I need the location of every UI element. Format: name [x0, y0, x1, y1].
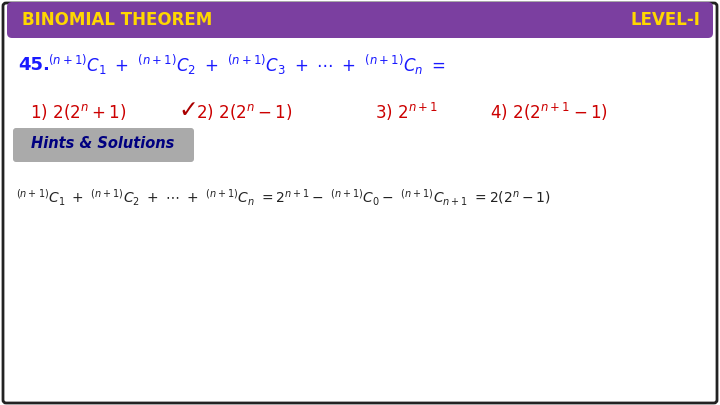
Text: $^{(n+1)}C_1\ +\ ^{(n+1)}C_2\ +\ ^{(n+1)}C_3\ +\ \cdots\ +\ ^{(n+1)}C_n\ =$: $^{(n+1)}C_1\ +\ ^{(n+1)}C_2\ +\ ^{(n+1)… [48, 53, 446, 77]
Text: $2)\ 2(2^n-1)$: $2)\ 2(2^n-1)$ [196, 102, 292, 122]
Text: 45.: 45. [18, 56, 50, 74]
FancyBboxPatch shape [3, 3, 717, 403]
Text: LEVEL-I: LEVEL-I [630, 11, 700, 29]
FancyBboxPatch shape [7, 2, 713, 38]
Text: $3)\ 2^{n+1}$: $3)\ 2^{n+1}$ [375, 101, 438, 123]
Text: $1)\ 2(2^n+1)$: $1)\ 2(2^n+1)$ [30, 102, 126, 122]
Text: ✓: ✓ [178, 98, 198, 122]
Text: $4)\ 2(2^{n+1}-1)$: $4)\ 2(2^{n+1}-1)$ [490, 101, 608, 123]
FancyBboxPatch shape [13, 128, 194, 162]
Text: Hints & Solutions: Hints & Solutions [31, 136, 175, 151]
Text: $^{(n+1)}C_1\ +\ ^{(n+1)}C_2\ +\ \cdots\ +\ ^{(n+1)}C_n\ =2^{n+1}-\ ^{(n+1)}C_0-: $^{(n+1)}C_1\ +\ ^{(n+1)}C_2\ +\ \cdots\… [16, 188, 551, 208]
Text: BINOMIAL THEOREM: BINOMIAL THEOREM [22, 11, 212, 29]
